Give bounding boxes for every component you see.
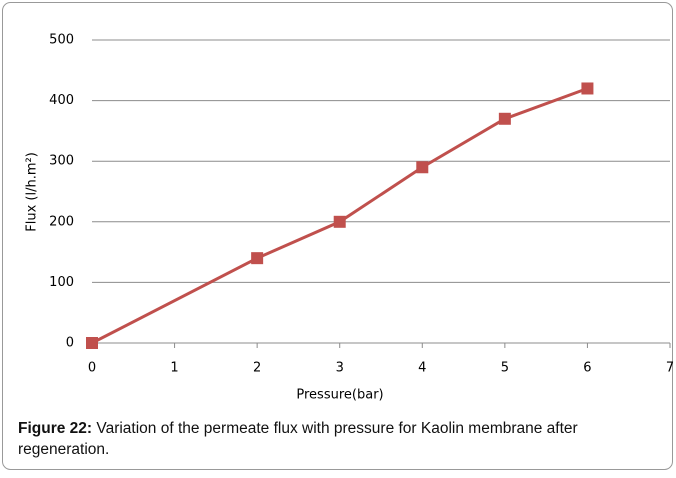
x-tick-label: 0	[88, 361, 96, 376]
x-tick-label: 5	[501, 361, 509, 376]
caption: Figure 22: Variation of the permeate flu…	[18, 418, 663, 460]
y-tick-label: 100	[49, 275, 74, 290]
marker	[581, 82, 594, 95]
x-tick-label: 4	[418, 361, 426, 376]
y-tick-label: 300	[49, 154, 74, 169]
x-tick-label: 1	[170, 361, 178, 376]
y-tick-label: 0	[66, 336, 74, 351]
x-tick-label: 7	[666, 361, 674, 376]
marker	[251, 252, 264, 265]
figure-label: Figure 22:	[18, 420, 93, 437]
x-tick-label: 6	[583, 361, 591, 376]
x-tick-label: 3	[336, 361, 344, 376]
x-tick-label: 2	[253, 361, 261, 376]
y-tick-label: 400	[49, 93, 74, 108]
marker	[498, 112, 511, 125]
line	[91, 87, 588, 345]
x-axis-label: Pressure(bar)	[296, 388, 383, 403]
marker	[86, 337, 98, 349]
marker	[416, 161, 429, 174]
y-tick-label: 200	[49, 214, 74, 229]
y-axis-label: Flux (l/h.m²)	[25, 152, 40, 232]
y-tick-label: 500	[49, 33, 74, 48]
frame	[2, 2, 673, 470]
caption-text: Variation of the permeate flux with pres…	[18, 420, 578, 458]
marker	[333, 215, 346, 228]
